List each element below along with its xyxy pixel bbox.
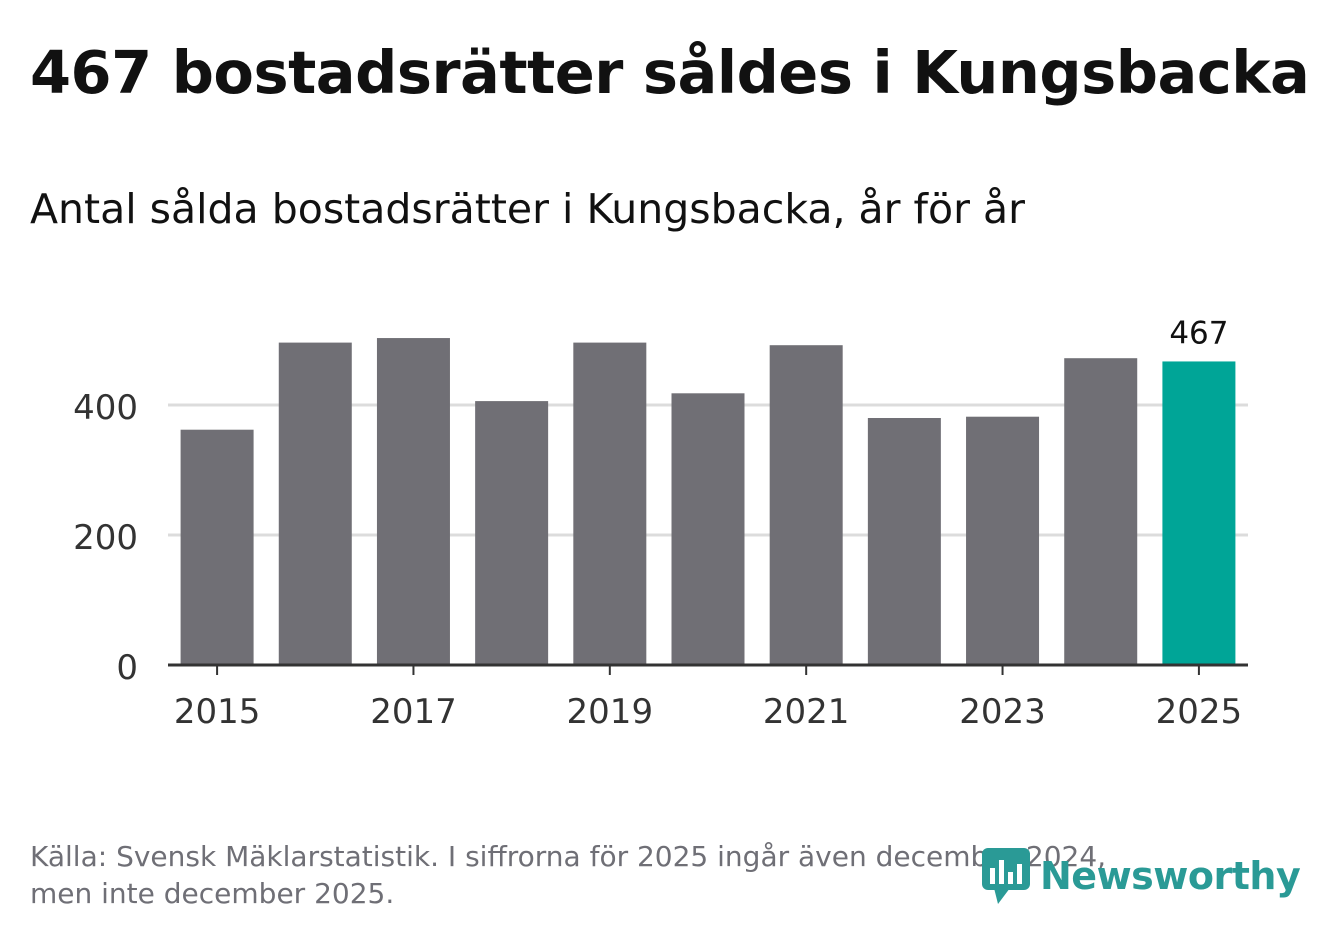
bar-2024: [1064, 358, 1138, 665]
y-tick-label-400: 400: [73, 388, 138, 428]
x-tick-label-2023: 2023: [959, 692, 1046, 732]
bar-2019: [573, 342, 647, 665]
bar-2020: [671, 393, 745, 665]
bar-chart-bubble-icon: [982, 848, 1030, 904]
source-footnote: Källa: Svensk Mäklarstatistik. I siffror…: [30, 838, 1106, 912]
bar-2017: [376, 338, 450, 665]
logo-wordmark: Newsworthy: [1040, 854, 1301, 898]
bar-2016: [278, 342, 352, 665]
y-tick-label-200: 200: [73, 518, 138, 558]
data-label-2025: 467: [1169, 315, 1228, 351]
footnote-line-1: Källa: Svensk Mäklarstatistik. I siffror…: [30, 840, 1107, 873]
bar-2021: [769, 345, 843, 665]
bar-2023: [966, 416, 1040, 665]
x-tick-label-2017: 2017: [370, 692, 457, 732]
bar-2018: [475, 401, 549, 665]
bar-2015: [180, 429, 254, 665]
y-tick-label-0: 0: [116, 648, 138, 688]
x-tick-label-2025: 2025: [1156, 692, 1243, 732]
chart-title: 467 bostadsrätter såldes i Kungsbacka: [30, 38, 1310, 107]
x-tick-label-2015: 2015: [174, 692, 261, 732]
bar-2025: [1162, 361, 1236, 665]
bar-2022: [867, 418, 941, 665]
newsworthy-logo: Newsworthy: [980, 846, 1301, 906]
x-tick-label-2021: 2021: [763, 692, 850, 732]
chart-subtitle: Antal sålda bostadsrätter i Kungsbacka, …: [30, 185, 1025, 233]
footnote-line-2: men inte december 2025.: [30, 877, 395, 910]
x-tick-label-2019: 2019: [567, 692, 654, 732]
